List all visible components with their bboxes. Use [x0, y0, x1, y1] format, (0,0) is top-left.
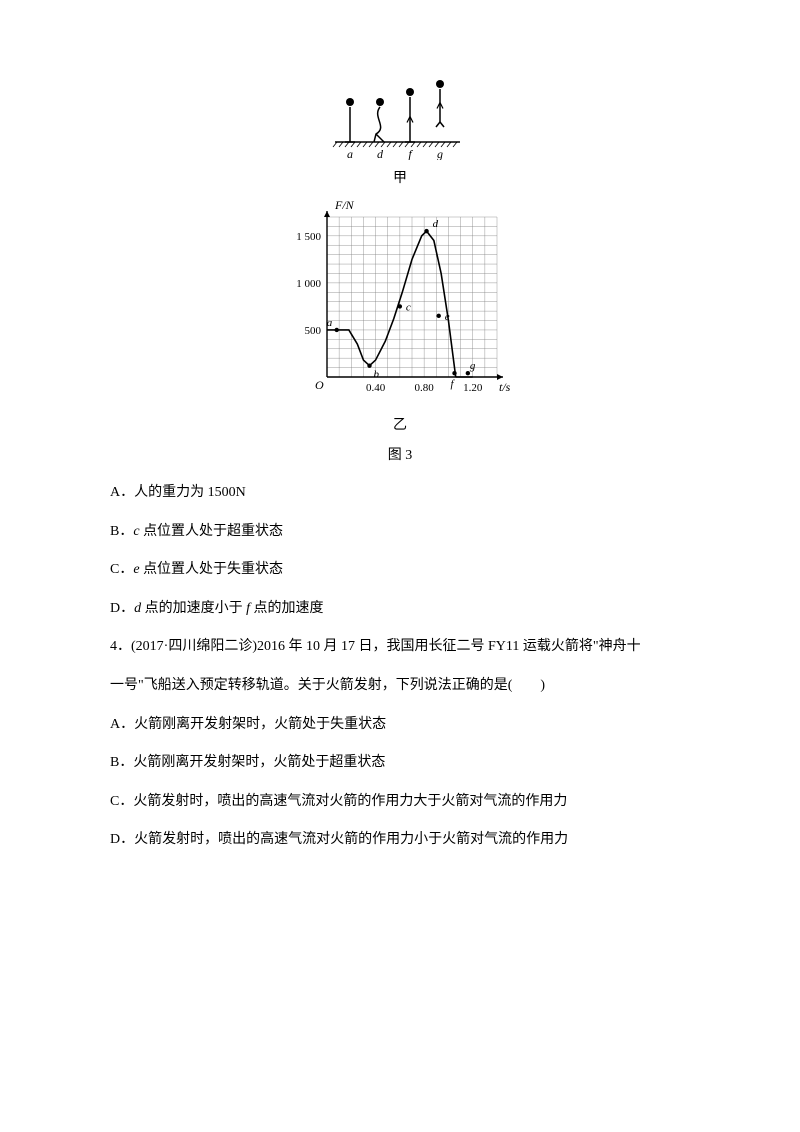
- figure-top-sublabel: 甲: [110, 167, 690, 187]
- question-4: 4．(2017·四川绵阳二诊)2016 年 10 月 17 日，我国用长征二号 …: [110, 634, 690, 661]
- q4-body2: 一号"飞船送入预定转移轨道。关于火箭发射，下列说法正确的是( ): [110, 678, 545, 693]
- svg-text:g: g: [437, 147, 443, 160]
- option-3A-value: 1500N: [208, 485, 246, 500]
- svg-text:a: a: [327, 317, 333, 329]
- figure-top-svg: adfg: [325, 80, 475, 160]
- q4-body1: 2016 年 10 月 17 日，我国用长征二号 FY11 运载火箭将"神舟十: [257, 639, 641, 654]
- chart-wrap: F/Nt/sO5001 0001 5000.400.801.20abcdefg …: [110, 197, 690, 434]
- svg-text:b: b: [374, 369, 380, 381]
- svg-text:0.40: 0.40: [366, 382, 386, 394]
- option-3B-prefix: B．: [110, 524, 133, 539]
- svg-text:a: a: [347, 147, 353, 160]
- svg-text:g: g: [470, 360, 476, 372]
- svg-text:d: d: [433, 218, 439, 230]
- option-4A: A．火箭刚离开发射架时，火箭处于失重状态: [110, 712, 690, 739]
- option-3A-text: 人的重力为: [134, 485, 208, 500]
- svg-text:0.80: 0.80: [415, 382, 435, 394]
- svg-text:f: f: [408, 147, 413, 160]
- option-3D-tail: 点的加速度: [250, 601, 324, 616]
- q4-num: 4．: [110, 639, 131, 654]
- svg-text:500: 500: [305, 325, 322, 337]
- svg-text:1 000: 1 000: [296, 278, 321, 290]
- option-3C: C．e 点位置人处于失重状态: [110, 557, 690, 584]
- svg-text:F/N: F/N: [334, 198, 355, 212]
- option-3D: D．d 点的加速度小于 f 点的加速度: [110, 596, 690, 623]
- option-3A-prefix: A．: [110, 485, 134, 500]
- svg-text:e: e: [445, 311, 450, 323]
- figure-top-wrap: a d f g 甲: [110, 80, 690, 187]
- svg-text:f: f: [451, 378, 456, 390]
- svg-text:1 500: 1 500: [296, 231, 321, 243]
- option-3A: A．人的重力为 1500N: [110, 480, 690, 507]
- svg-text:t/s: t/s: [499, 380, 511, 394]
- option-3D-mid: 点的加速度小于: [141, 601, 246, 616]
- figure-caption: 图 3: [110, 444, 690, 464]
- option-3D-prefix: D．: [110, 601, 134, 616]
- question-4-line2: 一号"飞船送入预定转移轨道。关于火箭发射，下列说法正确的是( ): [110, 673, 690, 700]
- option-3C-prefix: C．: [110, 562, 133, 577]
- option-4B: B．火箭刚离开发射架时，火箭处于超重状态: [110, 750, 690, 777]
- option-3B-text: 点位置人处于超重状态: [140, 524, 284, 539]
- chart-svg: F/N t/s O 500 1 000 1 500 0.40 0.80 1.20 a b c d e f g: [285, 197, 515, 407]
- q4-source: (2017·四川绵阳二诊): [131, 639, 257, 654]
- option-4C: C．火箭发射时，喷出的高速气流对火箭的作用力大于火箭对气流的作用力: [110, 789, 690, 816]
- svg-text:c: c: [406, 301, 411, 313]
- svg-text:1.20: 1.20: [463, 382, 483, 394]
- svg-text:d: d: [377, 147, 384, 160]
- svg-text:O: O: [315, 378, 324, 392]
- option-4D: D．火箭发射时，喷出的高速气流对火箭的作用力小于火箭对气流的作用力: [110, 827, 690, 854]
- page: a d f g 甲 F/N t/s O 500 1 000 1 500 0.40 0.80 1.20 a…: [0, 0, 800, 926]
- option-3C-text: 点位置人处于失重状态: [140, 562, 284, 577]
- option-3B: B．c 点位置人处于超重状态: [110, 519, 690, 546]
- chart-sublabel: 乙: [110, 414, 690, 434]
